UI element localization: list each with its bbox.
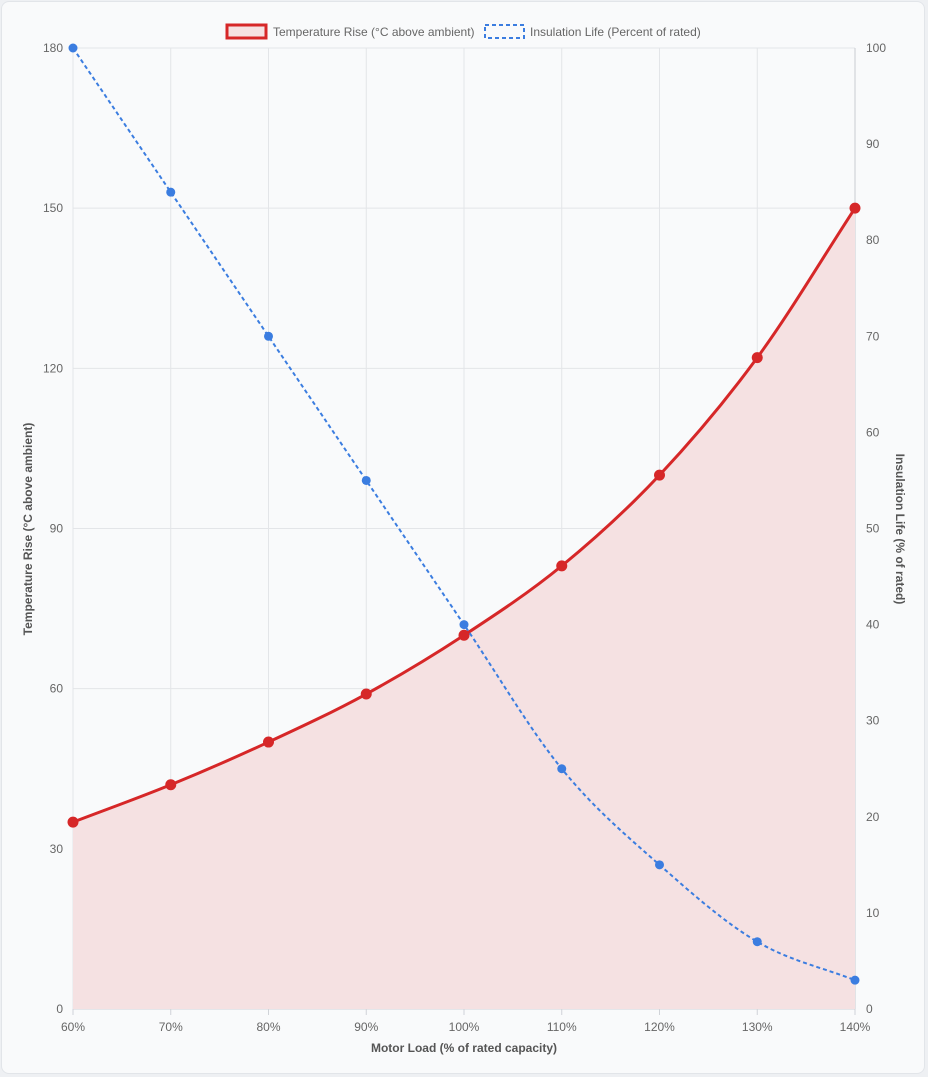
y-left-tick-label: 120: [43, 361, 63, 375]
legend-label-temperature: Temperature Rise (°C above ambient): [273, 25, 475, 39]
temperature-point[interactable]: [458, 629, 470, 641]
y-right-tick-label: 100: [866, 41, 886, 55]
y-left-tick-label: 0: [56, 1002, 63, 1016]
y-left-tick-label: 90: [50, 522, 64, 536]
x-tick-label: 60%: [61, 1020, 85, 1034]
y-left-tick-label: 180: [43, 41, 63, 55]
temperature-line: [72, 207, 857, 824]
x-tick-label: 130%: [742, 1020, 773, 1034]
y-right-tick-label: 10: [866, 906, 880, 920]
insulation-point[interactable]: [557, 764, 567, 774]
insulation-point[interactable]: [655, 860, 664, 870]
y-right-tick-label: 20: [866, 810, 880, 824]
x-tick-label: 120%: [644, 1020, 675, 1034]
insulation-point[interactable]: [361, 475, 371, 485]
y-right-tick-label: 60: [866, 425, 880, 439]
legend-item-temperature[interactable]: Temperature Rise (°C above ambient): [225, 23, 475, 40]
temperature-fill-area: [73, 208, 855, 1009]
insulation-point[interactable]: [166, 187, 176, 197]
x-tick-label: 90%: [354, 1020, 378, 1034]
legend-swatch-temperature: [225, 23, 268, 40]
temperature-point[interactable]: [849, 202, 861, 214]
temperature-point[interactable]: [751, 352, 763, 364]
insulation-point[interactable]: [752, 937, 762, 947]
legend-swatch-insulation: [484, 24, 525, 39]
insulation-point[interactable]: [459, 620, 469, 630]
x-tick-label: 70%: [159, 1020, 183, 1034]
series-lines: [72, 47, 857, 982]
insulation-point[interactable]: [264, 331, 273, 341]
temperature-point[interactable]: [360, 688, 372, 700]
x-tick-label: 100%: [449, 1020, 480, 1034]
temperature-point[interactable]: [165, 779, 177, 791]
y-right-tick-label: 90: [866, 137, 880, 151]
y-right-tick-label: 50: [866, 522, 880, 536]
x-tick-label: 140%: [840, 1020, 871, 1034]
temperature-point[interactable]: [654, 469, 665, 481]
insulation-point[interactable]: [68, 43, 78, 53]
y-left-tick-label: 30: [50, 842, 64, 856]
x-tick-label: 110%: [547, 1020, 577, 1034]
axis-ticks: 0 30 60 90 120 150 180 0 10 20 30 40 50 60 70 80 90 100 60…: [43, 41, 886, 1034]
legend-item-insulation[interactable]: Insulation Life (Percent of rated): [484, 24, 701, 39]
y-left-tick-label: 150: [43, 201, 63, 215]
series-points: [67, 43, 861, 985]
y-right-axis-title: Insulation Life (% of rated): [893, 454, 907, 605]
y-right-tick-label: 70: [866, 329, 880, 343]
y-right-tick-label: 40: [866, 618, 880, 632]
x-axis-title: Motor Load (% of rated capacity): [371, 1041, 557, 1055]
y-right-tick-label: 30: [866, 714, 880, 728]
temperature-point[interactable]: [556, 560, 568, 572]
legend-label-insulation: Insulation Life (Percent of rated): [530, 25, 701, 39]
temperature-point[interactable]: [263, 736, 274, 748]
y-left-tick-label: 60: [50, 682, 64, 696]
temperature-area: [73, 208, 855, 1009]
insulation-point[interactable]: [850, 975, 860, 985]
y-right-tick-label: 0: [866, 1002, 873, 1016]
y-left-axis-title: Temperature Rise (°C above ambient): [21, 423, 35, 636]
x-tick-label: 80%: [256, 1020, 280, 1034]
temperature-point[interactable]: [67, 816, 79, 828]
legend[interactable]: Temperature Rise (°C above ambient) Insu…: [225, 23, 701, 40]
insulation-line: [72, 47, 856, 982]
y-right-tick-label: 80: [866, 233, 880, 247]
